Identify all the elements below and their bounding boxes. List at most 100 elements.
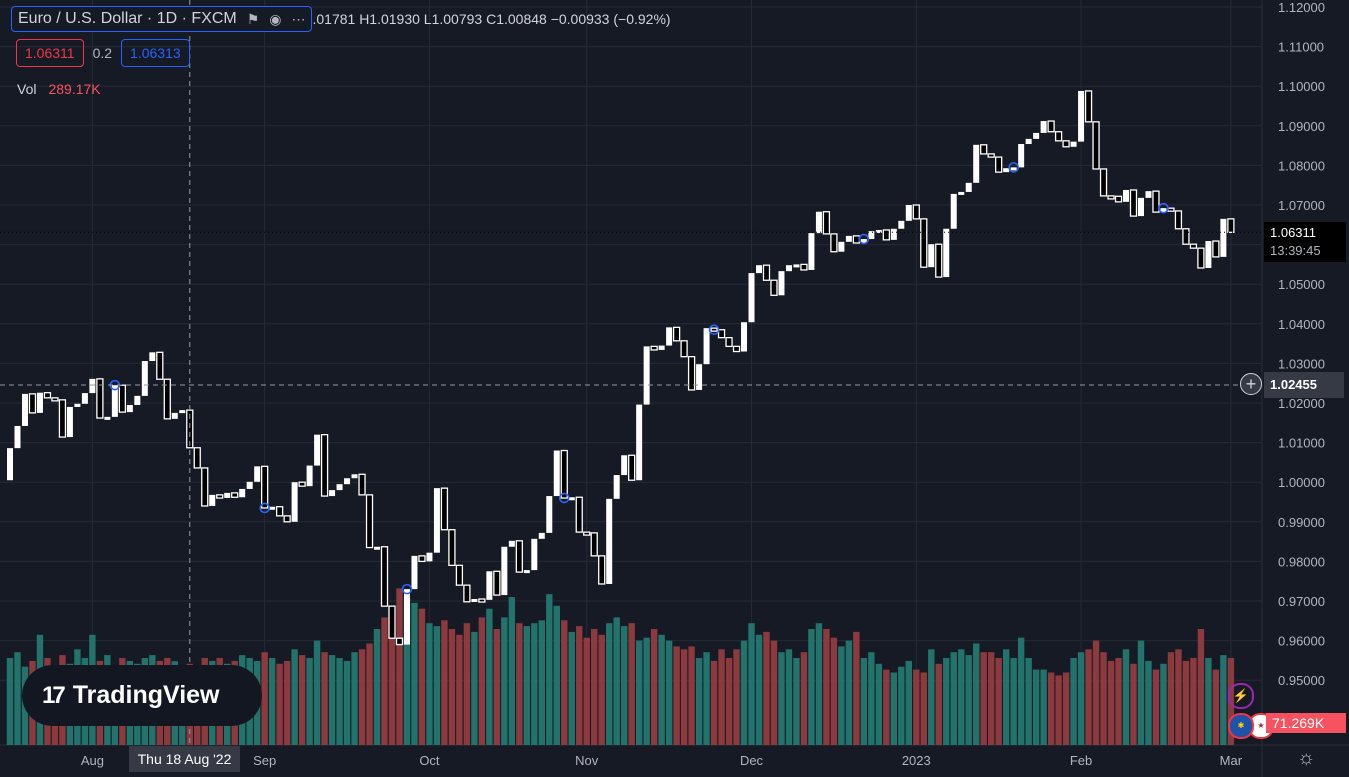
price-tick-label: 1.09000: [1278, 119, 1325, 134]
buy-button[interactable]: 1.06313: [121, 39, 190, 67]
candle: [1152, 190, 1160, 213]
candle: [36, 392, 43, 413]
volume-bar: [800, 652, 808, 745]
candle: [575, 496, 583, 533]
candle: [875, 229, 882, 233]
volume-bar: [523, 626, 531, 745]
lightning-icon[interactable]: ⚡: [1228, 683, 1254, 709]
candle: [1167, 207, 1175, 212]
volume-bar: [868, 652, 875, 745]
volume-bar: [426, 623, 433, 745]
volume-bar: [673, 646, 680, 745]
candle: [254, 466, 261, 482]
candle: [418, 555, 426, 563]
volume-bar: [1017, 637, 1025, 745]
volume-bar: [351, 652, 358, 745]
candle: [239, 488, 246, 498]
volume-bar: [531, 623, 538, 745]
symbol-title[interactable]: Euro / U.S. Dollar · 1D · FXCM: [18, 10, 237, 27]
candle: [118, 384, 126, 413]
volume-bar: [283, 660, 291, 745]
candle: [403, 589, 410, 645]
last-price: 1.06311: [1270, 225, 1317, 240]
candle: [104, 416, 111, 420]
candle: [987, 153, 995, 158]
bar-countdown: 13:39:45: [1270, 243, 1321, 258]
candle: [163, 378, 171, 420]
candle: [538, 532, 545, 539]
candle: [440, 487, 449, 531]
candle: [1145, 191, 1152, 198]
candle: [1197, 247, 1205, 269]
volume-bar: [471, 631, 478, 745]
candle: [1220, 218, 1227, 257]
volume-bar: [343, 660, 351, 745]
candle: [845, 235, 852, 242]
candle: [283, 515, 291, 523]
candle: [860, 239, 867, 244]
volume-bar: [943, 658, 950, 745]
candle: [890, 228, 897, 240]
candle: [58, 399, 67, 438]
candle: [141, 361, 148, 396]
volume-bar: [987, 652, 995, 745]
logo-text: TradingView: [72, 681, 220, 709]
candle: [568, 497, 575, 501]
volume-bar: [725, 658, 733, 745]
volume-bar: [965, 655, 972, 745]
candle: [748, 273, 755, 323]
volume-bar: [306, 658, 313, 745]
volume-bar: [620, 626, 628, 745]
volume-bar: [403, 597, 411, 745]
candle: [1189, 243, 1198, 249]
tradingview-logo[interactable]: 17 TradingView: [22, 665, 262, 726]
candle: [912, 204, 920, 220]
candle: [388, 605, 396, 639]
symbol-box[interactable]: Euro / U.S. Dollar · 1D · FXCM ⚑ ◉ ⋯: [11, 6, 313, 32]
candle: [201, 467, 209, 507]
candle: [822, 211, 831, 235]
volume-bar: [1040, 669, 1047, 745]
candle: [329, 490, 336, 497]
plus-icon[interactable]: +: [1240, 373, 1262, 395]
volume-bar: [336, 658, 343, 745]
volume-bar: [1062, 672, 1070, 745]
candle: [1084, 90, 1093, 123]
volume-bar: [1002, 649, 1010, 745]
eye-icon[interactable]: ◉: [269, 10, 282, 27]
candle: [553, 450, 560, 497]
price-tick-label: 1.03000: [1278, 356, 1325, 371]
volume-bar: [268, 658, 276, 745]
candle: [606, 498, 613, 584]
candle: [732, 345, 741, 353]
eu-flag-icon[interactable]: ✱: [1228, 713, 1254, 739]
volume-bar: [613, 617, 620, 745]
price-tick-label: 1.05000: [1278, 277, 1325, 292]
volume-bar: [1055, 675, 1062, 745]
candle: [96, 378, 104, 419]
candle: [156, 351, 164, 380]
volume-bar: [950, 652, 957, 745]
candle: [995, 156, 1003, 173]
gear-icon[interactable]: ☼: [1297, 747, 1316, 769]
candle: [1174, 210, 1183, 230]
volume-bar: [823, 629, 830, 745]
flag-icon[interactable]: ⚑: [246, 10, 260, 27]
candle: [246, 481, 253, 489]
volume-bar: [598, 634, 605, 745]
volume-last-tag: 71.269K: [1266, 713, 1346, 733]
candle: [958, 191, 965, 195]
volume-bar: [1182, 660, 1190, 745]
more-icon[interactable]: ⋯: [291, 10, 306, 27]
volume-bar: [695, 658, 703, 745]
candle: [224, 492, 231, 499]
volume-bar: [433, 626, 441, 745]
volume-bar: [958, 649, 965, 745]
sell-button[interactable]: 1.06311: [16, 39, 84, 67]
volume-legend: Vol 289.17K: [17, 81, 101, 97]
candle: [463, 584, 471, 603]
candle: [546, 496, 553, 533]
candle: [965, 182, 972, 192]
volume-bar: [755, 634, 763, 745]
